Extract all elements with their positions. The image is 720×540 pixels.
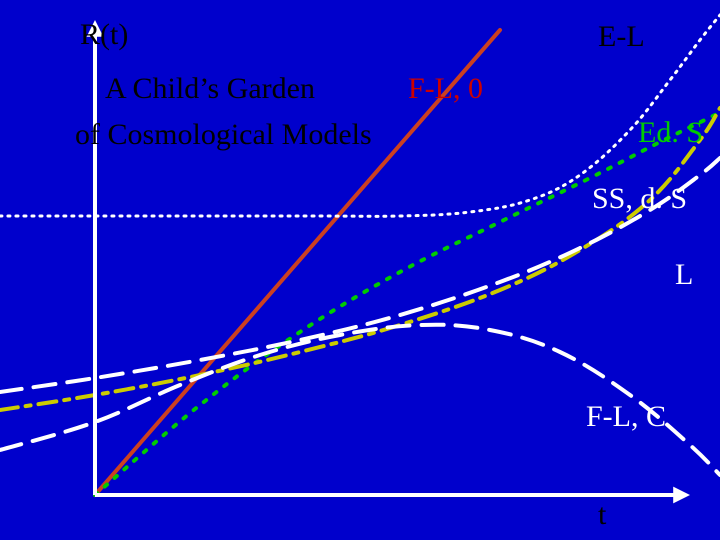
chart-stage: R(t) t A Child’s Garden of Cosmological … (0, 0, 720, 540)
title-line-2: of Cosmological Models (75, 118, 372, 152)
label-L: L (675, 258, 693, 292)
title-line-1: A Child’s Garden (105, 72, 315, 106)
label-SSdS: SS, d. S (592, 182, 687, 216)
label-EL: E-L (598, 20, 645, 54)
label-FLC: F-L, C (586, 400, 666, 434)
label-FL0: F-L, 0 (408, 72, 483, 106)
y-axis-label: R(t) (80, 18, 128, 52)
x-axis-label: t (598, 498, 606, 532)
label-EdS: Ed. S (638, 116, 703, 150)
